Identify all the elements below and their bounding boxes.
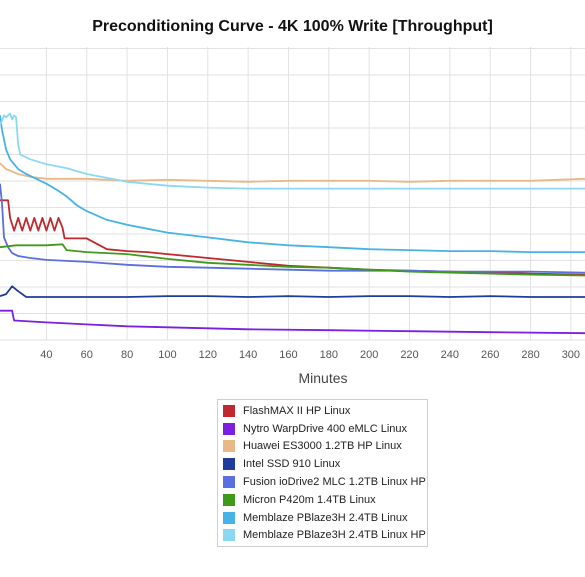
x-tick-label: 100 [158,349,176,361]
series-line-3 [0,162,585,183]
x-tick-label: 260 [481,349,499,361]
x-axis-title: Minutes [298,370,347,386]
legend-swatch [223,529,235,542]
legend: FlashMAX II HP Linux Nytro WarpDrive 400 … [217,399,428,548]
legend-swatch [223,440,235,453]
x-tick-label: 240 [441,349,459,361]
x-tick-label: 280 [521,349,539,361]
x-tick-label: 200 [360,349,378,361]
legend-item: Intel SSD 910 Linux [218,455,427,473]
legend-label: Micron P420m 1.4TB Linux [243,493,376,506]
legend-label: Huawei ES3000 1.2TB HP Linux [243,440,402,453]
chart-title: Preconditioning Curve - 4K 100% Write [T… [92,18,493,35]
legend-item: Huawei ES3000 1.2TB HP Linux [218,438,427,456]
legend-item: Micron P420m 1.4TB Linux [218,491,427,509]
series-layer [0,112,585,335]
grid-layer [0,47,585,341]
x-tick-label: 60 [81,349,93,361]
x-tick-label: 140 [239,349,257,361]
legend-label: Fusion ioDrive2 MLC 1.2TB Linux HP [243,476,426,489]
legend-swatch [223,422,235,435]
x-tick-label: 220 [400,349,418,361]
series-line-6 [0,243,585,277]
x-tick-label: 40 [40,349,52,361]
legend-label: Intel SSD 910 Linux [243,458,341,471]
x-tick-layer: 40 60 80 100 120 140 160 180 200 220 240 260 280 300 [40,349,580,361]
legend-item: Fusion ioDrive2 MLC 1.2TB Linux HP [218,473,427,491]
x-tick-label: 160 [279,349,297,361]
series-line-5 [0,183,585,274]
series-line-4 [0,285,585,298]
legend-item: Nytro WarpDrive 400 eMLC Linux [218,420,427,438]
legend-swatch [223,458,235,471]
series-line-7 [0,115,585,254]
legend-swatch [223,404,235,417]
legend-item: FlashMAX II HP Linux [218,402,427,420]
legend-item: Memblaze PBlaze3H 2.4TB Linux HP [218,527,427,545]
legend-label: Memblaze PBlaze3H 2.4TB Linux HP [243,529,426,542]
legend-swatch [223,511,235,524]
legend-label: Memblaze PBlaze3H 2.4TB Linux [243,511,408,524]
x-tick-label: 180 [320,349,338,361]
legend-swatch [223,476,235,489]
legend-label: Nytro WarpDrive 400 eMLC Linux [243,422,408,435]
legend-swatch [223,493,235,506]
x-tick-label: 300 [562,349,580,361]
legend-item: Memblaze PBlaze3H 2.4TB Linux [218,509,427,527]
x-tick-label: 80 [121,349,133,361]
series-line-8 [0,112,585,190]
x-tick-label: 120 [199,349,217,361]
series-line-2 [0,309,585,335]
legend-label: FlashMAX II HP Linux [243,404,351,417]
